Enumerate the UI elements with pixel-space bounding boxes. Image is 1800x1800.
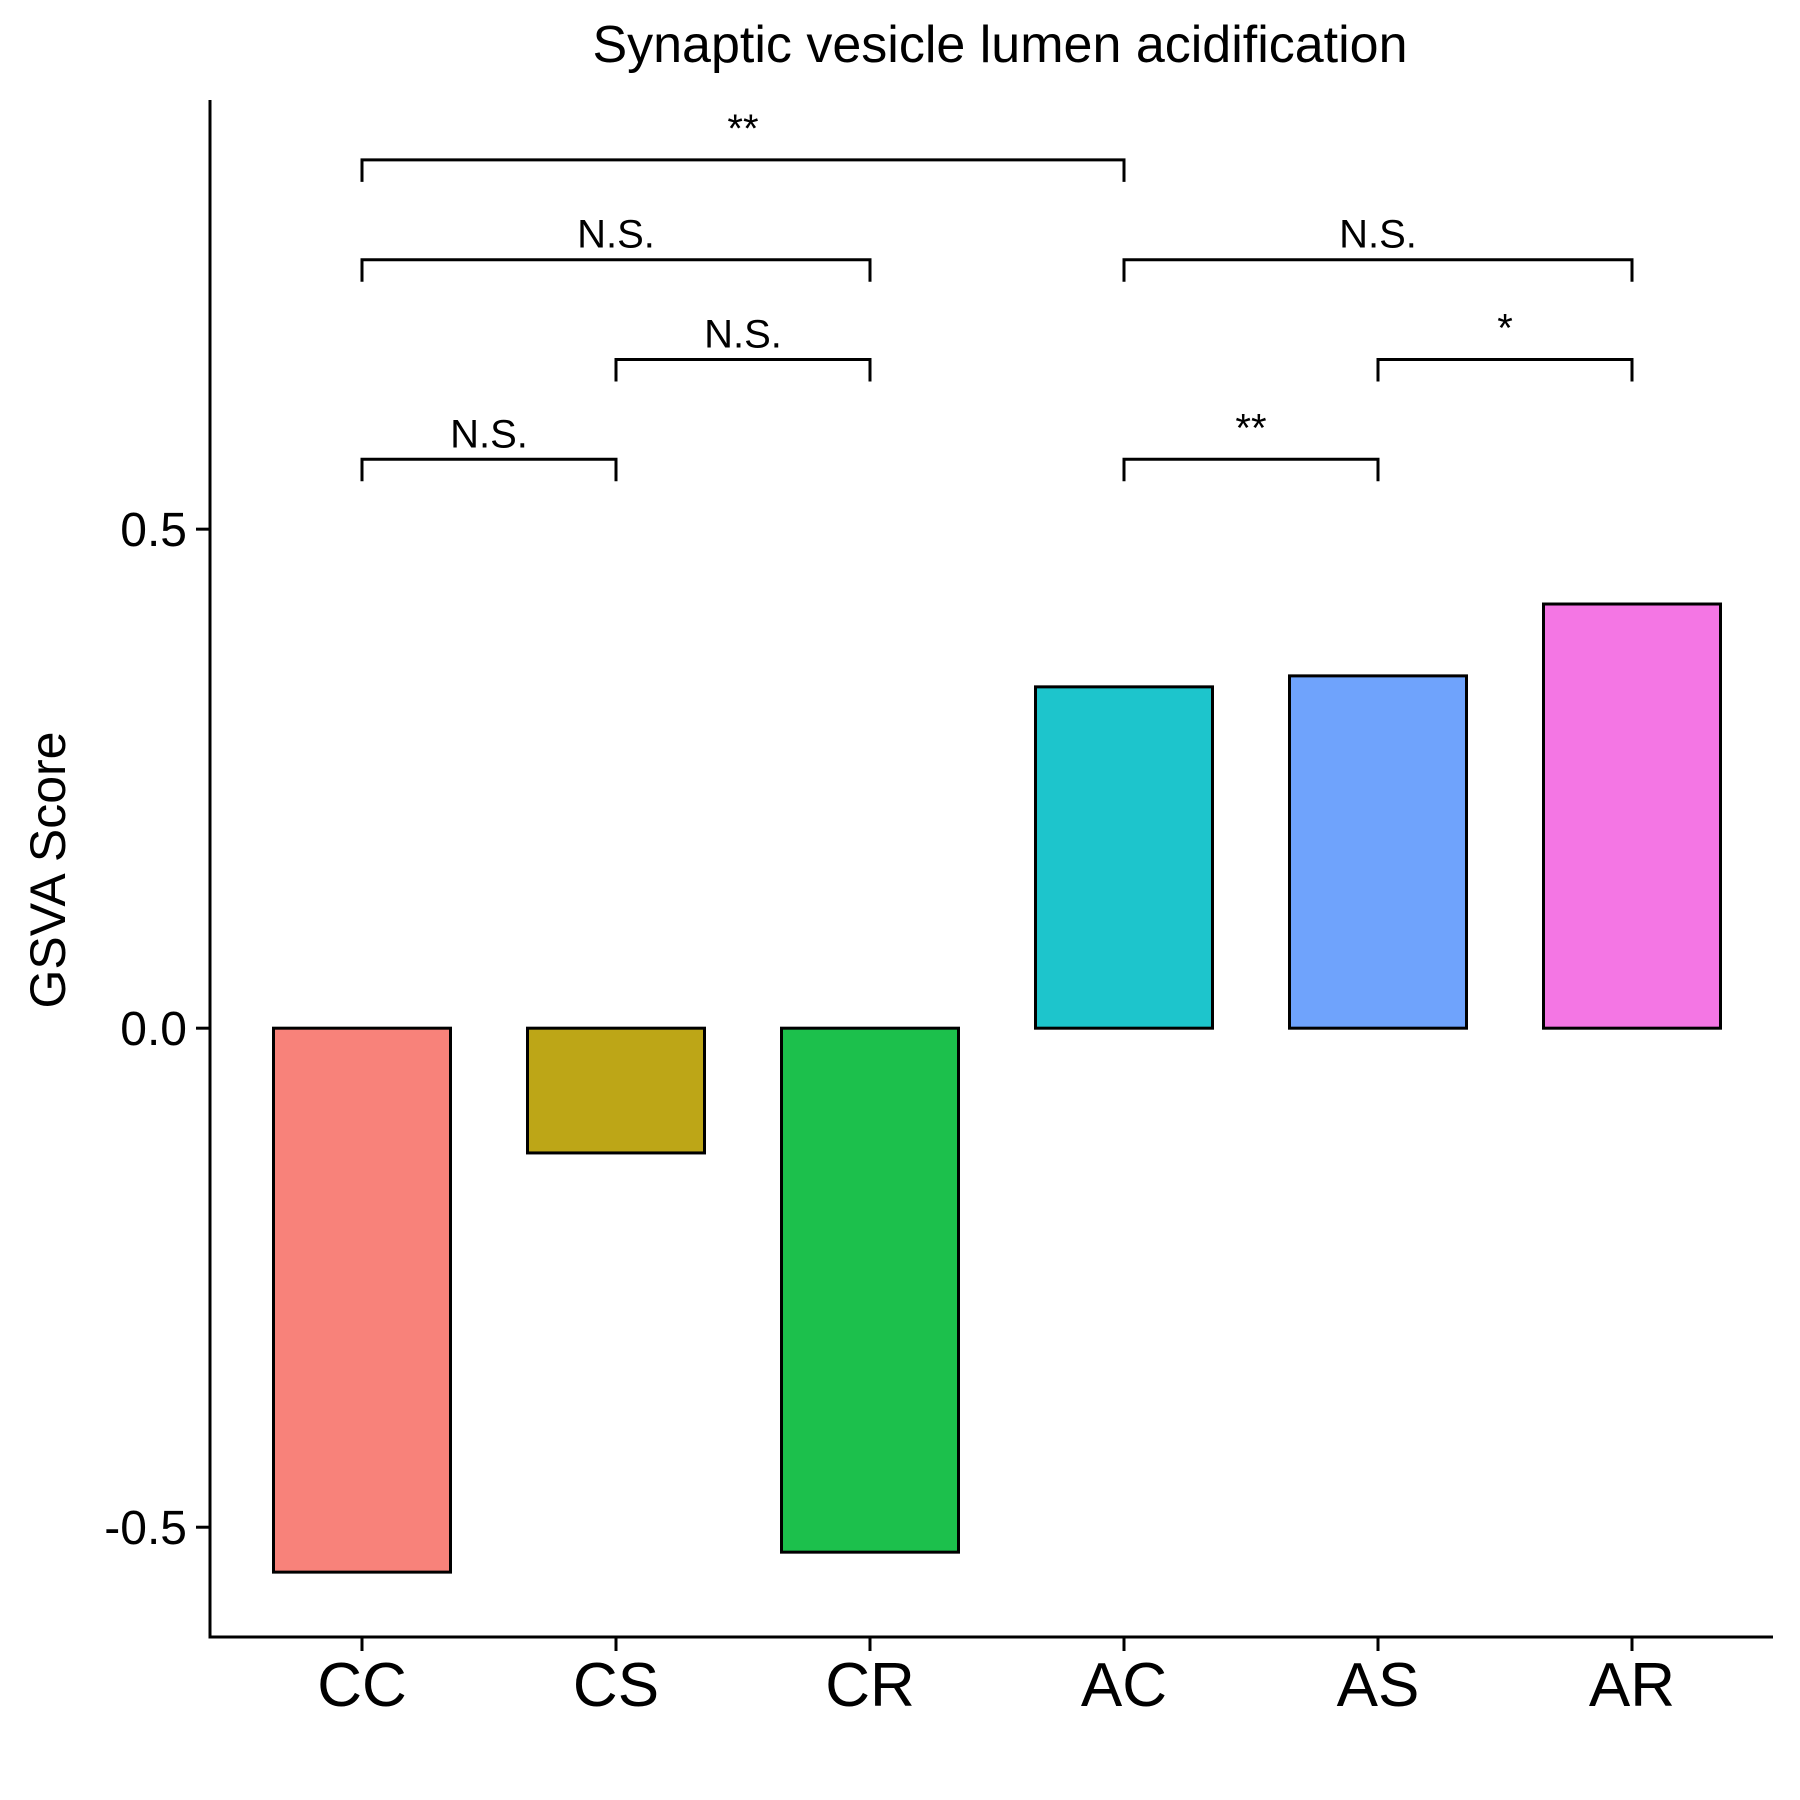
significance-label: N.S. (1339, 213, 1417, 257)
significance-bracket (360, 258, 872, 282)
y-tick-label: 0.0 (120, 1003, 187, 1056)
chart-title: Synaptic vesicle lumen acidification (592, 16, 1407, 74)
significance-label: ** (1235, 406, 1266, 450)
x-tick-label-ar: AR (1589, 1651, 1675, 1720)
significance-label: N.S. (577, 213, 655, 257)
significance-bracket (1122, 457, 1380, 482)
significance-brackets: N.S.N.S.N.S.*****N.S. (360, 107, 1634, 482)
bar-ar (1542, 602, 1722, 1030)
significance-label: * (1497, 306, 1513, 350)
x-tick-label-ac: AC (1081, 1651, 1167, 1720)
significance-bracket (614, 357, 872, 382)
significance-bracket (360, 158, 1126, 182)
significance-label: N.S. (450, 412, 528, 456)
significance-label: ** (727, 107, 758, 151)
significance-label: N.S. (704, 312, 782, 356)
significance-bracket (360, 457, 618, 482)
y-axis-ticks: -0.5 0.0 0.5 (104, 504, 210, 1555)
bars-group (272, 602, 1722, 1574)
bar-cs (526, 1026, 706, 1155)
significance-bracket (1376, 357, 1634, 382)
bar-cc (272, 1026, 452, 1574)
y-axis-label: GSVA Score (20, 732, 76, 1009)
bar-ac (1034, 685, 1214, 1030)
x-tick-label-cc: CC (317, 1651, 407, 1720)
bar-as (1288, 674, 1468, 1030)
x-axis-ticks: CC CS CR AC AS AR (317, 1637, 1675, 1720)
bar-cr (780, 1026, 960, 1554)
x-tick-label-cr: CR (825, 1651, 915, 1720)
x-tick-label-cs: CS (573, 1651, 659, 1720)
x-tick-label-as: AS (1337, 1651, 1420, 1720)
significance-bracket (1122, 258, 1634, 282)
y-tick-label: 0.5 (120, 504, 187, 557)
y-tick-label: -0.5 (104, 1502, 187, 1555)
